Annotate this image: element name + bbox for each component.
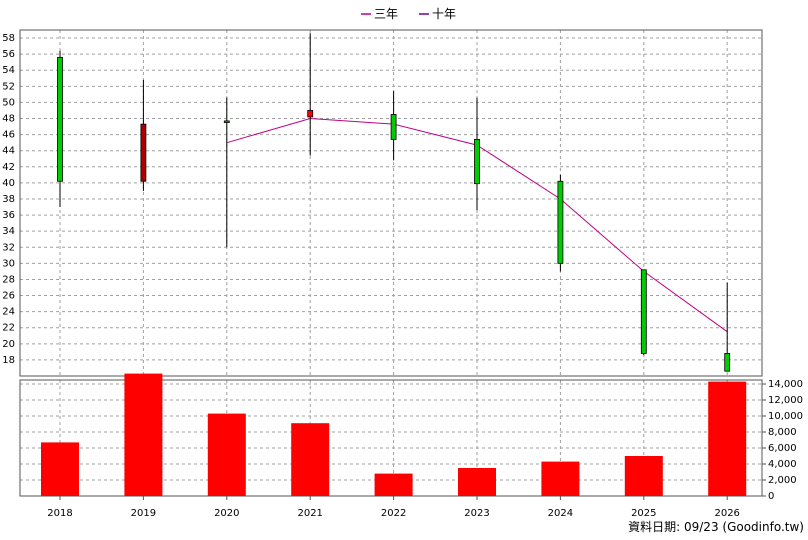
price-tick-label: 22 (2, 323, 15, 334)
price-tick-label: 52 (2, 81, 15, 92)
volume-bar (458, 468, 496, 496)
year-tick-label: 2018 (47, 508, 72, 519)
year-axis-labels: 2018 2019 2020 2021 2022 2023 2024 2025 2026 (47, 508, 740, 519)
volume-bar (374, 473, 413, 496)
price-tick-label: 54 (2, 65, 15, 76)
candle-body (307, 110, 314, 118)
year-tick-label: 2024 (548, 508, 573, 519)
legend: 三年 十年 (361, 7, 456, 21)
candle-body (474, 139, 480, 185)
price-panel (19, 29, 763, 377)
volume-bars-layer (41, 373, 747, 496)
price-tick-label: 42 (2, 162, 15, 173)
volume-tick-label: 14,000 (768, 379, 803, 390)
price-tick-label: 46 (2, 130, 15, 141)
price-axis-labels: 18 20 22 24 26 28 30 32 34 36 38 40 42 44 46 48 50 52 54 56… (2, 33, 15, 366)
year-tick-label: 2019 (131, 508, 156, 519)
footer-text: 資料日期: 09/23 (Goodinfo.tw) (628, 520, 804, 534)
volume-bar (291, 423, 330, 496)
price-tick-label: 30 (2, 258, 15, 269)
price-tick-label: 38 (2, 194, 15, 205)
volume-bar (124, 373, 163, 496)
price-tick-label: 20 (2, 339, 15, 350)
volume-bar (541, 461, 580, 496)
legend-label: 十年 (432, 7, 456, 21)
price-tick-label: 48 (2, 114, 15, 125)
price-tick-label: 26 (2, 291, 15, 302)
candle-body (140, 123, 147, 182)
year-tick-label: 2026 (714, 508, 739, 519)
year-tick-label: 2025 (631, 508, 656, 519)
volume-tick-label: 8,000 (768, 427, 797, 438)
year-tick-label: 2020 (214, 508, 239, 519)
grid-layer (20, 30, 766, 500)
candle-body (640, 269, 647, 354)
volume-tick-label: 6,000 (768, 443, 797, 454)
volume-tick-label: 2,000 (768, 475, 797, 486)
candlestick-layer (57, 33, 731, 372)
volume-axis-labels: 0 2,000 4,000 6,000 8,000 10,000 12,000 14,000 (768, 379, 803, 502)
candle-body (57, 56, 63, 182)
price-tick-label: 32 (2, 242, 15, 253)
volume-tick-label: 10,000 (768, 411, 803, 422)
price-tick-label: 58 (2, 33, 15, 44)
volume-bar (41, 442, 79, 496)
candle-body (390, 114, 397, 140)
volume-tick-label: 0 (768, 491, 774, 502)
legend-label: 三年 (374, 7, 398, 21)
volume-bar (708, 381, 747, 496)
price-tick-label: 50 (2, 97, 15, 108)
price-tick-label: 28 (2, 274, 15, 285)
year-tick-label: 2022 (381, 508, 406, 519)
price-tick-label: 18 (2, 355, 15, 366)
candle-body (724, 353, 731, 372)
candle-body (557, 180, 564, 264)
year-tick-label: 2023 (464, 508, 489, 519)
price-tick-label: 24 (2, 307, 15, 318)
volume-bar (624, 456, 663, 496)
price-tick-label: 56 (2, 49, 15, 60)
price-panel-border (19, 29, 763, 377)
candle-body (223, 120, 230, 123)
volume-tick-label: 12,000 (768, 395, 803, 406)
price-tick-label: 36 (2, 210, 15, 221)
year-tick-label: 2021 (297, 508, 322, 519)
price-tick-label: 40 (2, 178, 15, 189)
volume-bar (207, 413, 246, 496)
price-tick-label: 44 (2, 146, 15, 157)
price-tick-label: 34 (2, 226, 15, 237)
volume-tick-label: 4,000 (768, 459, 797, 470)
